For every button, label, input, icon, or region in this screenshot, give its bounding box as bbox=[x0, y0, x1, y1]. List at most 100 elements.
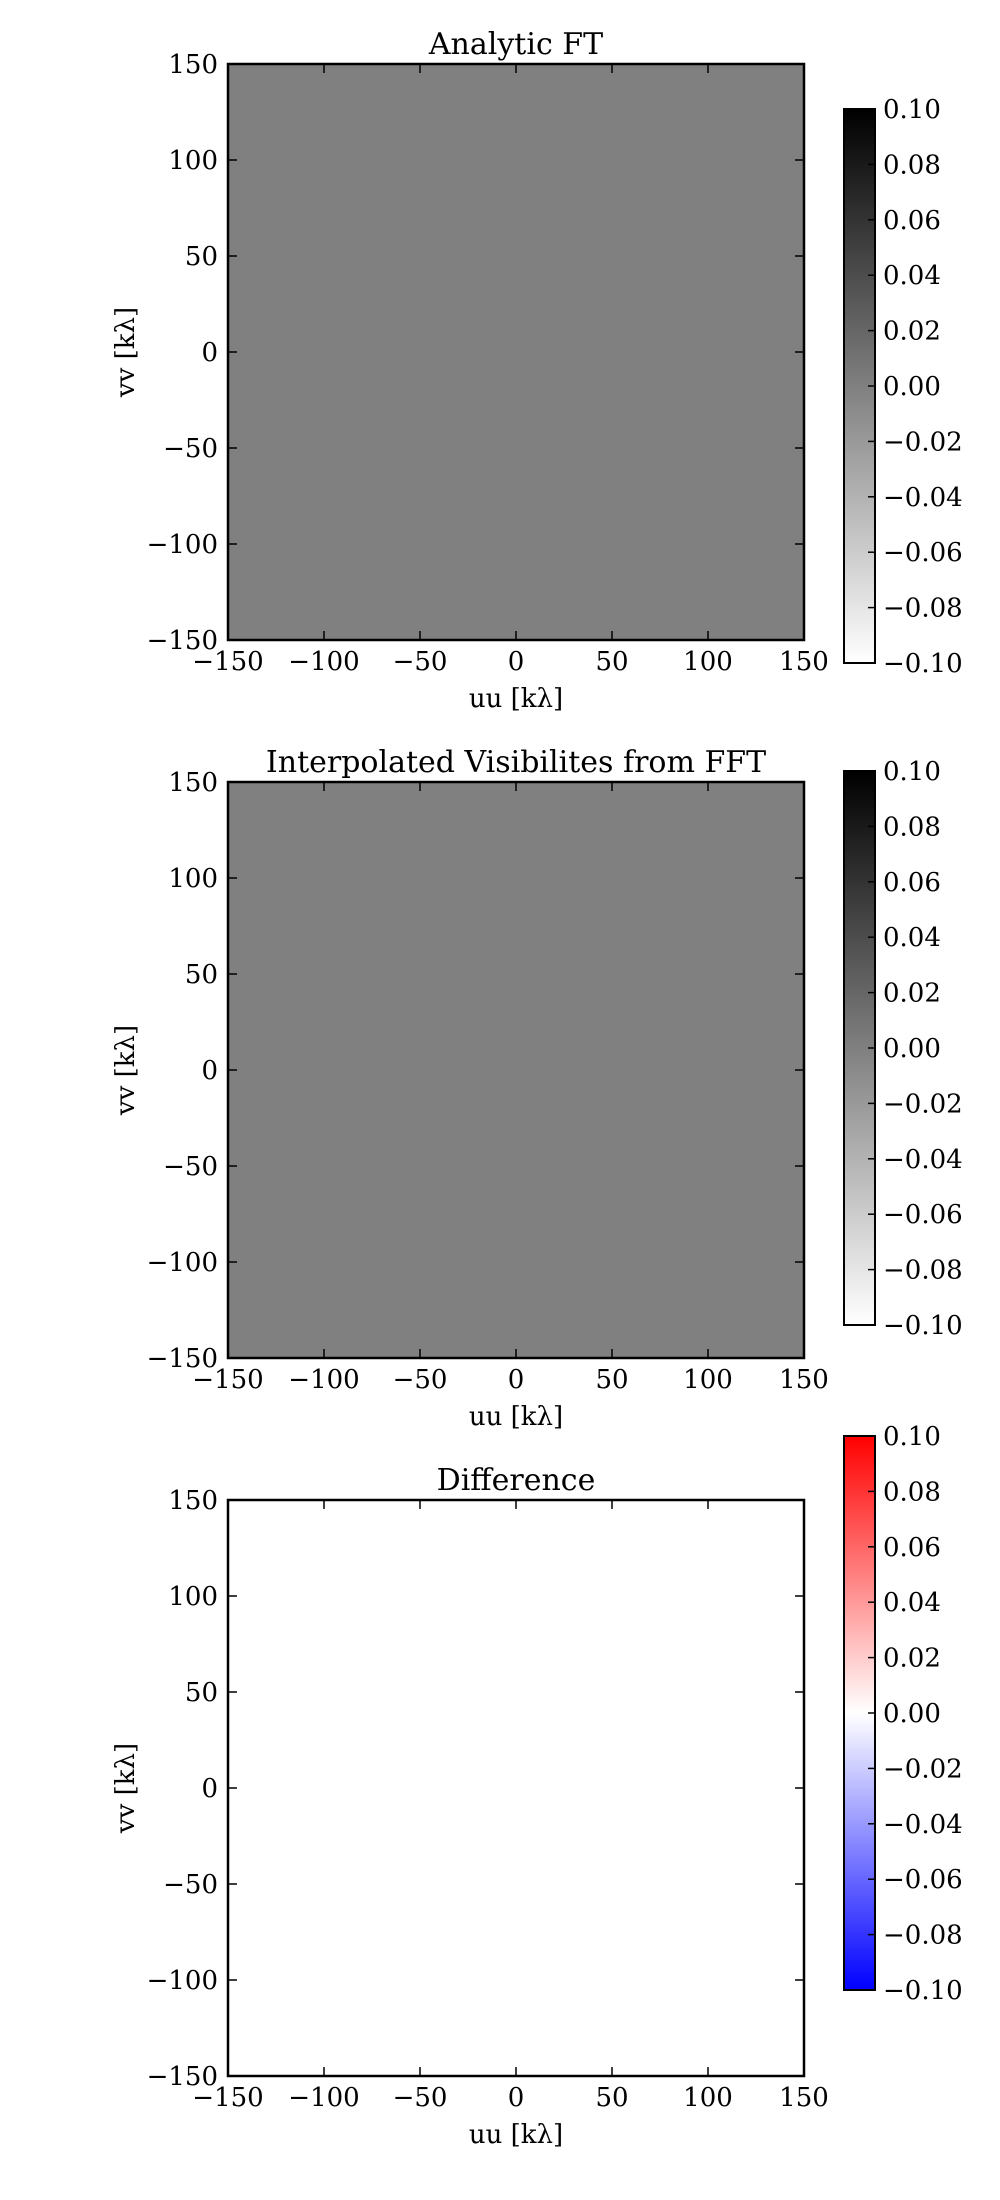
y-tick-label: 50 bbox=[185, 1678, 218, 1708]
y-tick-label: −50 bbox=[163, 434, 218, 464]
x-tick-label: −100 bbox=[288, 2083, 359, 2113]
x-tick-label: 100 bbox=[683, 2083, 733, 2113]
x-tick-label: 150 bbox=[779, 1365, 829, 1395]
colorbar-tick-label: −0.06 bbox=[883, 1200, 963, 1230]
plot-frame bbox=[226, 1498, 806, 2078]
y-tick-label: −100 bbox=[147, 530, 218, 560]
y-tick-label: −50 bbox=[163, 1870, 218, 1900]
x-tick-label: −100 bbox=[288, 1365, 359, 1395]
y-tick-label: −100 bbox=[147, 1966, 218, 1996]
colorbar-tick-label: 0.08 bbox=[883, 150, 941, 180]
x-tick-label: 150 bbox=[779, 647, 829, 677]
y-tick-label: 0 bbox=[201, 1774, 218, 1804]
y-tick-label: 150 bbox=[168, 768, 218, 798]
colorbar-tick-label: 0.06 bbox=[883, 1533, 941, 1563]
x-tick-label: 100 bbox=[683, 647, 733, 677]
colorbar-tick-label: 0.04 bbox=[883, 923, 941, 953]
x-axis-label: uu [kλ] bbox=[469, 1402, 563, 1432]
colorbar-tick-label: 0.02 bbox=[883, 317, 941, 347]
colorbar-tick-label: 0.04 bbox=[883, 261, 941, 291]
colorbar-tick-label: −0.08 bbox=[883, 1256, 963, 1286]
y-tick-label: −150 bbox=[147, 626, 218, 656]
y-tick-label: 100 bbox=[168, 864, 218, 894]
colorbar-tick-label: −0.04 bbox=[883, 1145, 963, 1175]
colorbar: 0.10 0.08 0.06 0.04 0.02 0.00 −0.02 −0.04 −0.06 −… bbox=[843, 757, 963, 1341]
y-axis-label: vv [kλ] bbox=[111, 307, 141, 398]
y-tick-label: 50 bbox=[185, 960, 218, 990]
colorbar-tick-label: 0.10 bbox=[883, 757, 941, 787]
y-tick-label: −50 bbox=[163, 1152, 218, 1182]
colorbar-tick-label: −0.02 bbox=[883, 1089, 963, 1119]
colorbar-frame bbox=[843, 1435, 876, 1991]
chart-title: Analytic FT bbox=[428, 27, 603, 62]
colorbar-tick-label: −0.04 bbox=[883, 1810, 963, 1840]
y-tick-label: −150 bbox=[147, 1344, 218, 1374]
plot-frame bbox=[226, 62, 806, 642]
x-tick-label: 0 bbox=[508, 2083, 525, 2113]
colorbar-tick-label: 0.08 bbox=[883, 812, 941, 842]
x-tick-label: −50 bbox=[393, 1365, 448, 1395]
x-tick-label: 150 bbox=[779, 2083, 829, 2113]
x-axis-label: uu [kλ] bbox=[469, 2120, 563, 2150]
y-axis-label: vv [kλ] bbox=[111, 1743, 141, 1834]
colorbar-tick-label: −0.02 bbox=[883, 1754, 963, 1784]
colorbar-tick-label: 0.00 bbox=[883, 372, 941, 402]
colorbar-frame bbox=[843, 770, 876, 1326]
colorbar-tick-label: 0.04 bbox=[883, 1588, 941, 1618]
x-tick-label: −50 bbox=[393, 2083, 448, 2113]
colorbar-tick-label: 0.08 bbox=[883, 1477, 941, 1507]
colorbar: 0.10 0.08 0.06 0.04 0.02 0.00 −0.02 −0.04 −0.06 −… bbox=[843, 1422, 963, 2006]
colorbar-tick-label: 0.06 bbox=[883, 868, 941, 898]
y-tick-label: 100 bbox=[168, 1582, 218, 1612]
x-tick-label: −50 bbox=[393, 647, 448, 677]
colorbar-tick-label: −0.08 bbox=[883, 594, 963, 624]
image-field bbox=[228, 64, 804, 640]
colorbar-tick-label: −0.08 bbox=[883, 1921, 963, 1951]
colorbar-tick-label: 0.10 bbox=[883, 95, 941, 125]
plot-frame bbox=[226, 780, 806, 1360]
colorbar-tick-label: −0.10 bbox=[883, 1311, 963, 1341]
y-tick-label: 150 bbox=[168, 1486, 218, 1516]
colorbar-tick-label: 0.00 bbox=[883, 1699, 941, 1729]
y-tick-label: −100 bbox=[147, 1248, 218, 1278]
y-tick-label: 150 bbox=[168, 50, 218, 80]
x-tick-label: 50 bbox=[595, 647, 628, 677]
colorbar-tick-label: 0.10 bbox=[883, 1422, 941, 1452]
x-tick-label: 0 bbox=[508, 647, 525, 677]
colorbar-tick-label: 0.02 bbox=[883, 1644, 941, 1674]
colorbar-tick-label: −0.10 bbox=[883, 649, 963, 679]
x-tick-label: 50 bbox=[595, 2083, 628, 2113]
colorbar-tick-label: −0.04 bbox=[883, 483, 963, 513]
colorbar-tick-label: −0.06 bbox=[883, 1865, 963, 1895]
y-tick-label: 0 bbox=[201, 1056, 218, 1086]
colorbar-tick-label: 0.00 bbox=[883, 1034, 941, 1064]
x-axis-label: uu [kλ] bbox=[469, 684, 563, 714]
panel-3: −150 −100 −50 0 50 100 150 150 100 50 0 −50 −100 −150… bbox=[111, 1422, 963, 2150]
image-field bbox=[228, 1500, 804, 2076]
chart-title: Difference bbox=[437, 1463, 596, 1498]
image-field bbox=[228, 782, 804, 1358]
x-tick-label: 0 bbox=[508, 1365, 525, 1395]
y-tick-label: 100 bbox=[168, 146, 218, 176]
y-axis-label: vv [kλ] bbox=[111, 1025, 141, 1116]
colorbar-tick-label: −0.02 bbox=[883, 427, 963, 457]
x-tick-label: −100 bbox=[288, 647, 359, 677]
x-tick-label: 100 bbox=[683, 1365, 733, 1395]
y-tick-label: −150 bbox=[147, 2062, 218, 2092]
colorbar-tick-label: −0.06 bbox=[883, 538, 963, 568]
colorbar-tick-label: 0.02 bbox=[883, 979, 941, 1009]
x-tick-label: −150 bbox=[192, 2083, 263, 2113]
panel-1: −150 −100 −50 0 50 100 150 150 100 50 0 −50 −100 −150… bbox=[111, 27, 963, 714]
y-tick-label: 0 bbox=[201, 338, 218, 368]
colorbar: 0.10 0.08 0.06 0.04 0.02 0.00 −0.02 −0.04 −0.06 −… bbox=[843, 95, 963, 679]
chart-title: Interpolated Visibilites from FFT bbox=[266, 745, 766, 780]
panel-2: −150 −100 −50 0 50 100 150 150 100 50 0 −50 −100 −150… bbox=[111, 745, 963, 1432]
y-tick-label: 50 bbox=[185, 242, 218, 272]
x-tick-label: −150 bbox=[192, 1365, 263, 1395]
x-tick-label: −150 bbox=[192, 647, 263, 677]
colorbar-tick-label: 0.06 bbox=[883, 206, 941, 236]
x-tick-label: 50 bbox=[595, 1365, 628, 1395]
colorbar-tick-label: −0.10 bbox=[883, 1976, 963, 2006]
colorbar-frame bbox=[843, 108, 876, 664]
